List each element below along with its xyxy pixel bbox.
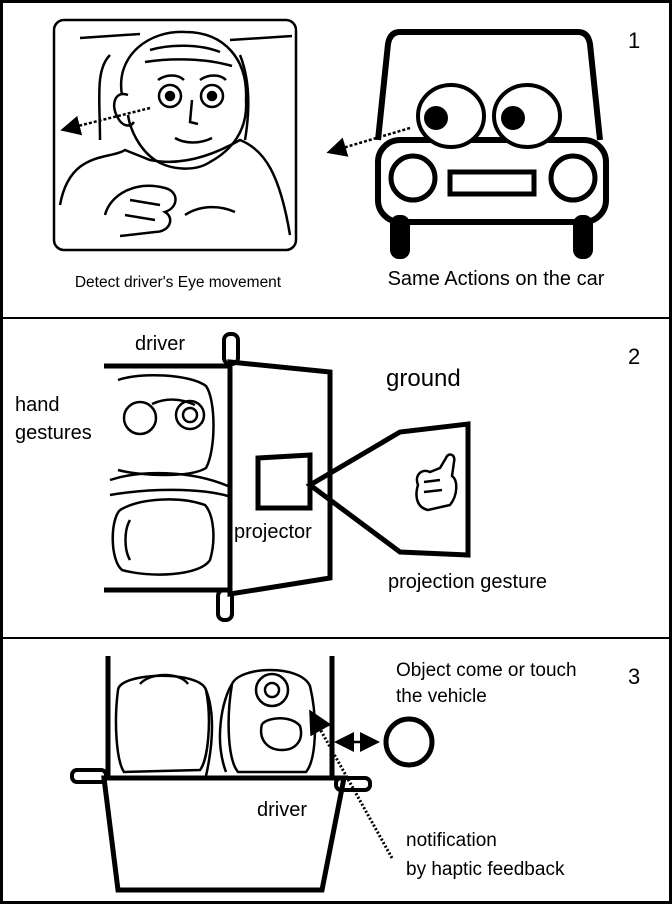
seated-driver-topview: [109, 373, 229, 576]
panel-1-number: 1: [628, 28, 640, 53]
projector: [255, 421, 471, 558]
hand-label-line1: hand: [15, 394, 60, 416]
projection-gesture-label: projection gesture: [388, 571, 547, 593]
panel-2: 2 driver hand gestures ground: [15, 332, 640, 622]
panel-3-driver-label: driver: [257, 799, 307, 821]
panel-2-number: 2: [628, 344, 640, 369]
projector-label: projector: [234, 521, 312, 543]
hand-label-line2: gestures: [15, 422, 92, 444]
driver-face-illustration: [52, 18, 298, 252]
panel-1: 1: [52, 18, 640, 291]
driver-label: driver: [135, 333, 185, 355]
same-actions-caption: Same Actions on the car: [388, 268, 605, 290]
vehicle-rear-view: [70, 656, 372, 893]
panel-3-number: 3: [628, 664, 640, 689]
eye-movement-caption: Detect driver's Eye movement: [75, 274, 282, 291]
car-eyes: [416, 83, 562, 149]
ground-label: ground: [386, 365, 461, 392]
notification-line1: notification: [406, 830, 497, 851]
notification-line2: by haptic feedback: [406, 859, 565, 880]
panel-3: 3 Object come or touch the vehicle drive…: [70, 656, 640, 893]
object-label-line1: Object come or touch: [396, 660, 577, 681]
object-label-line2: the vehicle: [396, 686, 487, 707]
rear-seats-and-driver: [114, 668, 317, 777]
car-front-illustration: [375, 29, 609, 259]
projected-hand-icon: [415, 453, 458, 512]
vehicle-top-view: [104, 332, 333, 622]
car-gaze-arrow: [326, 126, 411, 157]
approaching-object: [383, 716, 435, 768]
